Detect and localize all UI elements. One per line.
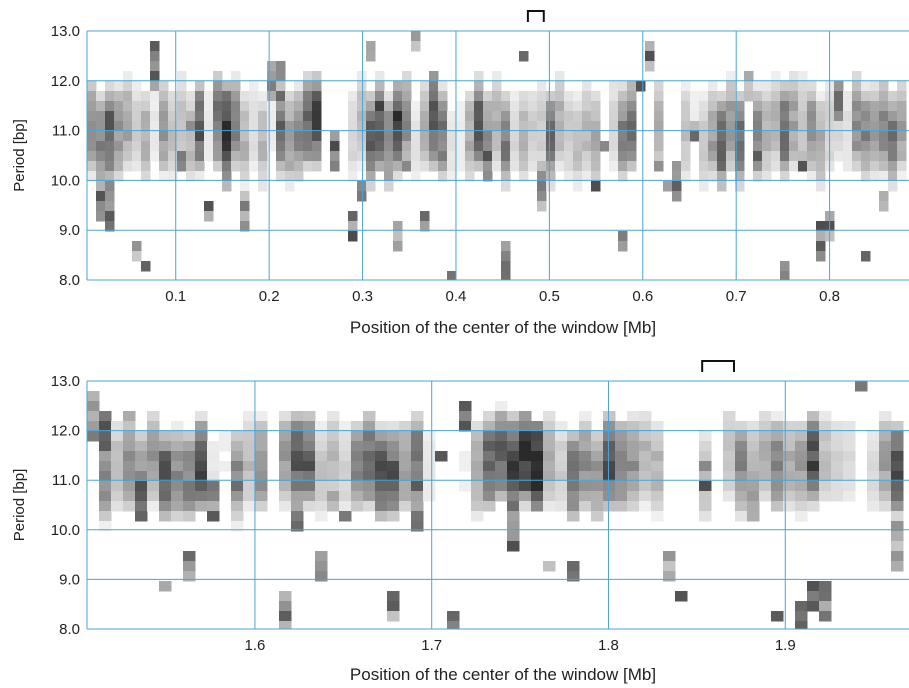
- heatmap-cells: [87, 381, 904, 629]
- y-tick-label: 13.0: [51, 373, 80, 390]
- y-tick-label: 13.0: [51, 23, 80, 40]
- y-tick-label: 8.0: [59, 621, 80, 638]
- y-tick-label: 11.0: [52, 123, 80, 140]
- heatmap-cells: [87, 31, 907, 280]
- y-tick-label: 9.0: [59, 571, 80, 588]
- x-tick-label: 0.2: [259, 288, 280, 305]
- region-bracket-marker: [701, 360, 735, 372]
- x-axis-label: Position of the center of the window [Mb…: [350, 318, 656, 337]
- y-tick-label: 10.0: [51, 172, 80, 189]
- y-tick-label: 12.0: [51, 73, 80, 90]
- y-tick-label: 11.0: [52, 472, 80, 489]
- region-bracket-marker: [526, 10, 545, 22]
- y-tick-label: 12.0: [51, 423, 80, 440]
- x-tick-label: 1.7: [421, 637, 442, 654]
- x-tick-label: 0.7: [726, 288, 747, 305]
- y-tick-label: 8.0: [59, 272, 80, 289]
- y-axis-label: Period [bp]: [11, 119, 28, 192]
- x-tick-label: 0.3: [352, 288, 373, 305]
- y-tick-label: 9.0: [59, 222, 80, 239]
- y-tick-label: 10.0: [51, 522, 80, 539]
- y-axis-label: Period [bp]: [11, 469, 28, 542]
- top-spectrogram-panel: 0.1 0.2 0.3 0.4 0.5 0.6 0.7 0.8 8.0 9.0 10.0 11.0 12…: [11, 10, 909, 337]
- bottom-spectrogram-panel: 1.6 1.7 1.8 1.9 8.0 9.0 10.0 11.0 12.0 13.0 Positi…: [11, 360, 909, 684]
- x-tick-label: 0.4: [446, 288, 467, 305]
- gridlines: [86, 30, 909, 281]
- x-tick-label: 0.5: [539, 288, 560, 305]
- x-tick-label: 1.9: [775, 637, 796, 654]
- gridlines: [86, 380, 909, 630]
- x-tick-label: 1.6: [245, 637, 266, 654]
- x-tick-label: 0.6: [632, 288, 653, 305]
- x-axis-label: Position of the center of the window [Mb…: [350, 665, 656, 684]
- x-tick-label: 0.8: [819, 288, 840, 305]
- x-tick-label: 0.1: [165, 288, 186, 305]
- x-tick-label: 1.8: [598, 637, 619, 654]
